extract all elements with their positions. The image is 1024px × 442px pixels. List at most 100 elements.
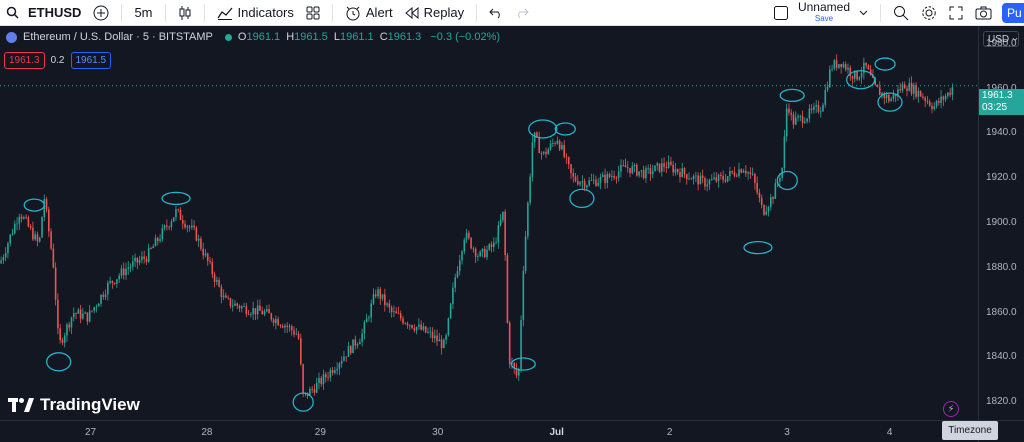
- alert-button[interactable]: Alert: [339, 0, 399, 26]
- candle: [817, 100, 820, 114]
- candle: [651, 164, 654, 179]
- candle: [497, 221, 500, 249]
- candle: [720, 172, 722, 180]
- indicators-button[interactable]: Indicators: [211, 0, 300, 26]
- settings-button[interactable]: [915, 0, 943, 26]
- candle: [300, 333, 302, 366]
- candle: [220, 284, 223, 304]
- candle: [713, 172, 715, 181]
- candle: [506, 253, 509, 324]
- candle: [23, 215, 25, 220]
- candle: [295, 328, 298, 336]
- price-tick-label: 1880.0: [986, 261, 1017, 273]
- tradingview-logo[interactable]: TradingView: [8, 395, 140, 415]
- candle: [738, 162, 740, 179]
- candle: [406, 321, 409, 329]
- compare-button[interactable]: [87, 0, 115, 26]
- time-axis[interactable]: [0, 420, 978, 442]
- symbol-search-button[interactable]: ETHUSD: [0, 0, 87, 26]
- candle: [581, 175, 584, 189]
- candle: [234, 299, 236, 307]
- candle: [765, 205, 768, 216]
- replay-button[interactable]: Replay: [399, 0, 470, 26]
- candle: [404, 322, 407, 325]
- candle: [275, 315, 277, 330]
- candle: [622, 159, 625, 167]
- candle: [2, 254, 5, 264]
- layout-select[interactable]: Unnamed Save: [767, 0, 874, 26]
- candle: [100, 294, 102, 307]
- candle: [184, 220, 186, 230]
- candle: [95, 304, 98, 313]
- candle: [490, 241, 493, 253]
- candle: [697, 172, 699, 191]
- candle: [77, 307, 80, 314]
- candle: [84, 311, 86, 314]
- candle: [424, 325, 427, 334]
- last-price-value: 1961.3: [982, 90, 1013, 101]
- chart-type-button[interactable]: [172, 0, 198, 26]
- candle: [706, 178, 709, 192]
- candle: [222, 289, 225, 301]
- candle: [554, 141, 556, 147]
- candle: [231, 299, 234, 312]
- chart-pane[interactable]: [0, 26, 978, 420]
- candle: [529, 173, 531, 206]
- candle: [338, 361, 341, 376]
- candle: [54, 262, 57, 306]
- candle: [747, 171, 749, 180]
- market-status-dot[interactable]: [224, 33, 232, 41]
- candle: [436, 329, 438, 347]
- candle: [116, 279, 118, 288]
- chart-legend: Ethereum / U.S. Dollar · 5 · BITSTAMP O1…: [6, 31, 500, 43]
- candle: [874, 76, 877, 86]
- candle: [154, 234, 157, 247]
- candle: [349, 344, 352, 355]
- rewind-icon: [404, 6, 419, 19]
- candle: [91, 310, 93, 313]
- candle: [438, 332, 441, 342]
- annotation-circle: [877, 92, 903, 112]
- candle: [132, 255, 134, 271]
- candle: [942, 95, 945, 107]
- candle: [411, 324, 413, 330]
- divider: [164, 3, 166, 22]
- candle: [654, 165, 656, 172]
- candle: [858, 76, 861, 81]
- time-tick-label: 30: [432, 427, 444, 438]
- candle: [831, 64, 833, 72]
- candle: [588, 176, 590, 187]
- candle: [695, 171, 697, 183]
- publish-button[interactable]: Pu: [1002, 3, 1024, 23]
- candle: [431, 327, 434, 343]
- candle: [272, 317, 275, 327]
- redo-button[interactable]: [509, 0, 535, 26]
- interval-button[interactable]: 5m: [128, 0, 158, 26]
- candle: [474, 247, 477, 264]
- candle: [549, 140, 552, 151]
- divider: [880, 4, 881, 22]
- timezone-button[interactable]: Timezone: [942, 421, 998, 440]
- sell-button[interactable]: 1961.3: [4, 52, 45, 69]
- chevron-down-icon: [1012, 37, 1018, 41]
- candle: [533, 132, 536, 148]
- undo-button[interactable]: [483, 0, 509, 26]
- buy-button[interactable]: 1961.5: [70, 52, 112, 69]
- candle: [801, 110, 804, 128]
- quick-search-button[interactable]: [887, 0, 915, 26]
- fullscreen-button[interactable]: [943, 0, 969, 26]
- candle: [311, 385, 313, 394]
- candle: [838, 64, 840, 70]
- lightning-icon[interactable]: ⚡: [943, 401, 959, 417]
- templates-button[interactable]: [300, 0, 326, 26]
- candle: [252, 301, 254, 321]
- currency-button[interactable]: USD: [983, 31, 1019, 47]
- symbol-title[interactable]: Ethereum / U.S. Dollar · 5 · BITSTAMP: [23, 31, 213, 43]
- candle: [477, 253, 479, 262]
- snapshot-button[interactable]: [969, 0, 998, 26]
- layout-name-label: Unnamed: [797, 0, 850, 14]
- candle: [452, 282, 454, 310]
- replay-label: Replay: [423, 5, 465, 20]
- candle: [127, 261, 130, 275]
- candle: [897, 85, 899, 102]
